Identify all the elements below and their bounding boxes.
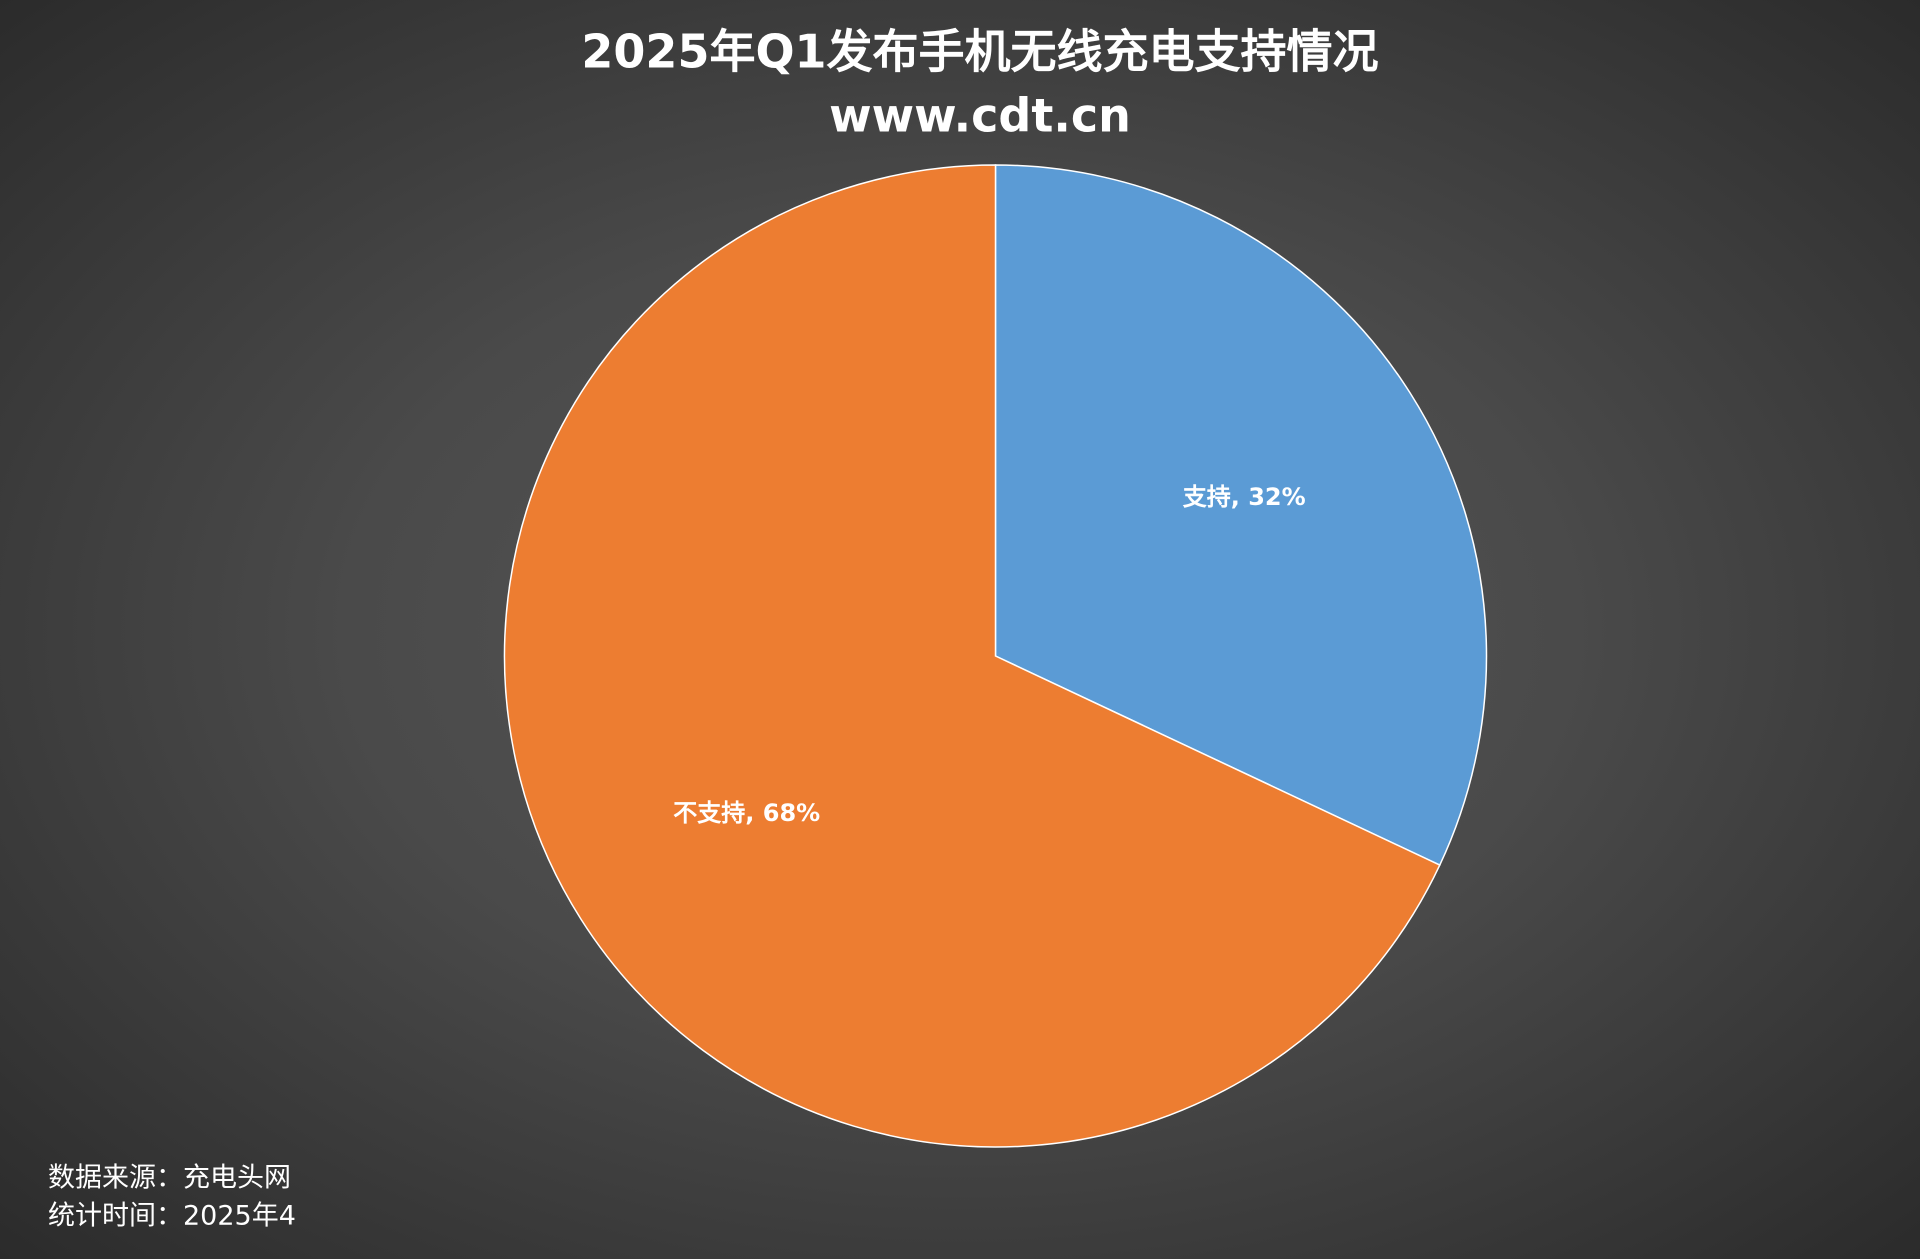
chart-title: 2025年Q1发布手机无线充电支持情况	[581, 25, 1378, 79]
data-label: 不支持, 68%	[673, 799, 820, 827]
pie-slice	[503, 164, 1441, 1148]
chart-subtitle: www.cdt.cn	[829, 89, 1131, 143]
pie-slice	[994, 164, 1488, 867]
source-note: 数据来源：充电头网	[48, 1163, 291, 1194]
data-label: 支持, 32%	[1183, 483, 1306, 511]
time-note: 统计时间：2025年4	[48, 1201, 296, 1232]
